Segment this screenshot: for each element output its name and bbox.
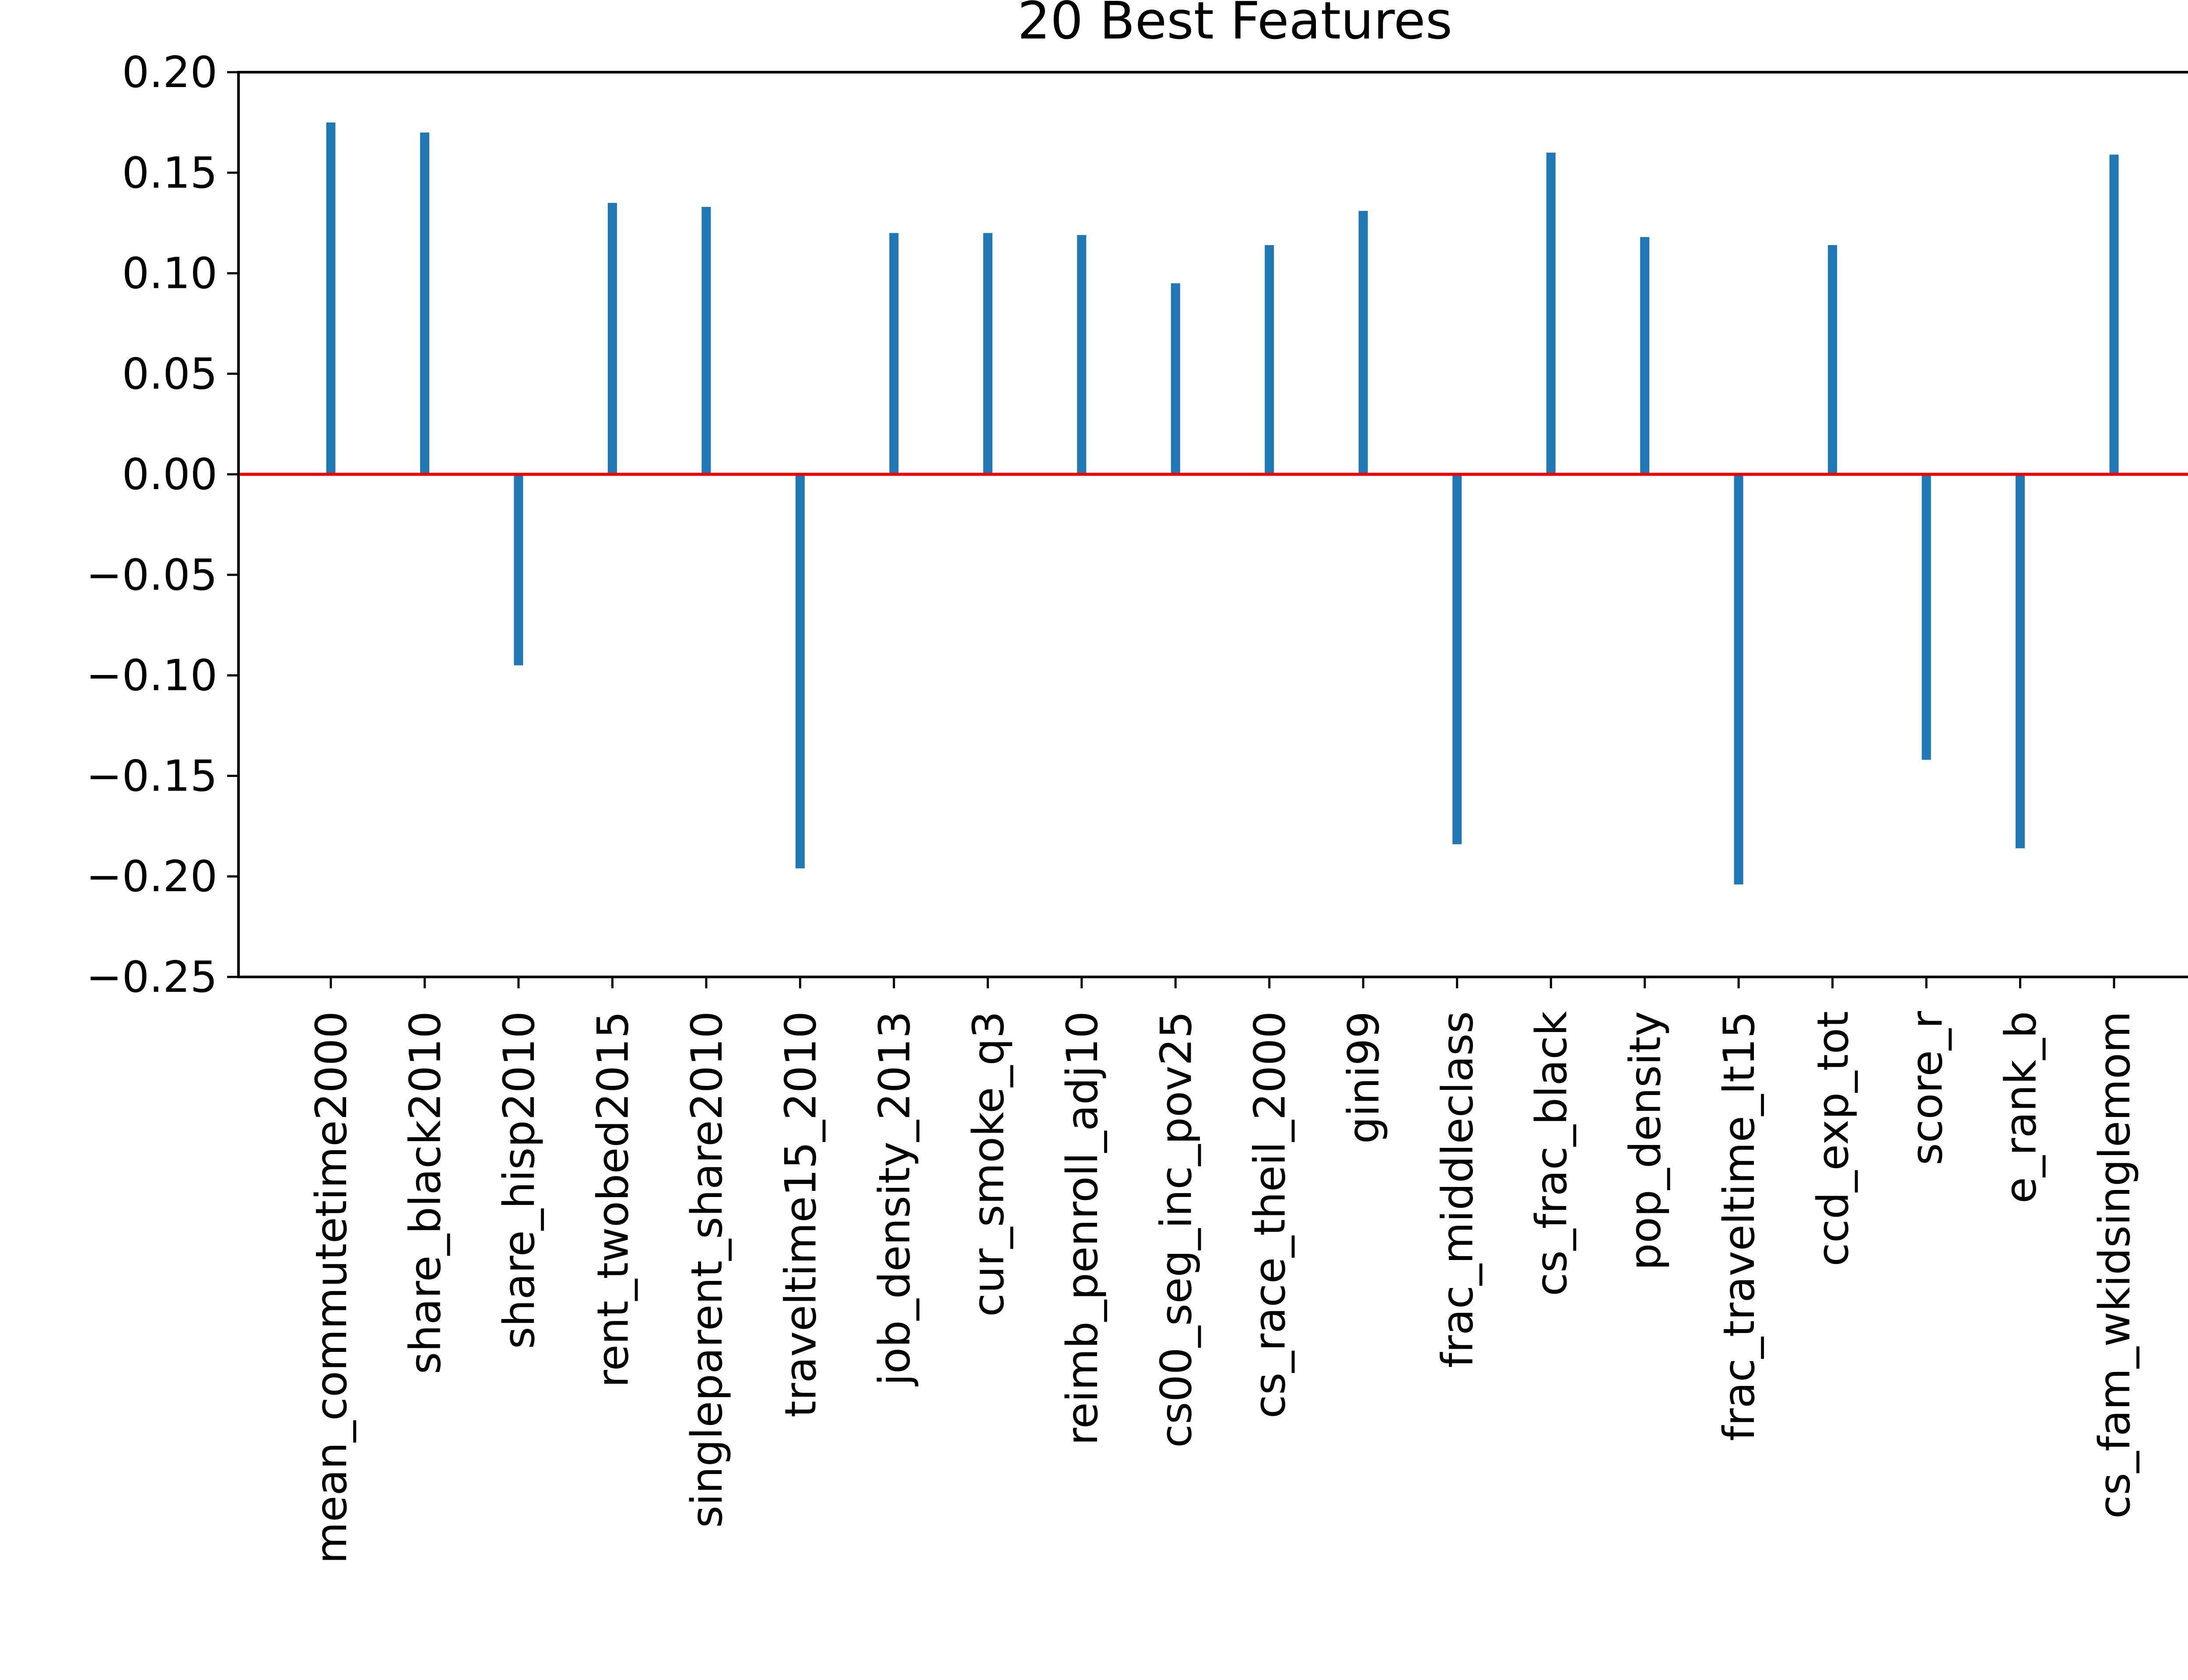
y-tick-label: 0.05 <box>122 349 217 399</box>
bar-pop-density <box>1640 237 1650 475</box>
bar-cs-frac-black <box>1546 152 1556 475</box>
y-axis: 0.20 0.15 0.10 0.05 0.00 −0.05 −0.10 −0.15 −0.20… <box>86 48 238 1002</box>
y-tick-label: −0.25 <box>86 952 217 1002</box>
bar-mean-commutetime2000 <box>326 122 336 475</box>
y-tick-label: 0.15 <box>122 148 217 198</box>
bar-traveltime15-2010 <box>795 474 805 868</box>
x-tick-label: cs_race_theil_2000 <box>1245 1011 1295 1418</box>
x-tick-label: score_r <box>1902 1011 1952 1165</box>
bar-share-hisp2010 <box>514 474 523 665</box>
x-tick-label: reimb_penroll_adj10 <box>1058 1011 1108 1446</box>
x-tick-label: cs_frac_black <box>1527 1011 1577 1296</box>
x-tick-label: frac_middleclass <box>1433 1011 1483 1368</box>
x-tick-label: job_density_2013 <box>870 1011 920 1386</box>
x-tick-label: gini99 <box>1339 1011 1389 1144</box>
y-tick-label: 0.20 <box>122 48 217 98</box>
x-tick-label: traveltime15_2010 <box>776 1011 826 1418</box>
x-tick-label: ccd_exp_tot <box>1809 1011 1858 1267</box>
bar-singleparent-share2010 <box>701 206 711 475</box>
y-tick-label: 0.10 <box>122 249 217 299</box>
bar-ccd-exp-tot <box>1828 245 1837 475</box>
bar-job-density-2013 <box>889 233 899 475</box>
bar-cur-smoke-q3 <box>983 233 992 475</box>
x-tick-label: share_hisp2010 <box>494 1011 544 1349</box>
y-tick-label: 0.00 <box>122 450 217 500</box>
bar-cs-race-theil-2000 <box>1265 245 1274 475</box>
x-tick-label: rent_twobed2015 <box>588 1011 638 1388</box>
chart-title: 20 Best Features <box>1017 0 1452 51</box>
bar-cs00-seg-inc-pov25 <box>1171 283 1180 475</box>
bar-score-r <box>1922 474 1931 760</box>
y-tick-label: −0.05 <box>86 550 217 600</box>
x-tick-label: e_rank_b <box>1996 1011 2046 1204</box>
bar-frac-traveltime-lt15 <box>1734 474 1743 885</box>
x-tick-label: frac_traveltime_lt15 <box>1715 1011 1764 1441</box>
bars-layer <box>326 122 2119 885</box>
x-axis: mean_commutetime2000 share_black2010 share… <box>307 977 2140 1564</box>
x-tick-label: cs_fam_wkidsinglemom <box>2090 1011 2140 1519</box>
bar-share-black2010 <box>420 132 429 475</box>
x-tick-label: share_black2010 <box>401 1011 451 1374</box>
bar-frac-middleclass <box>1452 474 1462 844</box>
y-tick-label: −0.10 <box>86 651 217 701</box>
y-tick-label: −0.15 <box>86 751 217 801</box>
x-tick-label: pop_density <box>1621 1011 1671 1270</box>
bar-rent-twobed2015 <box>607 203 617 475</box>
x-tick-label: mean_commutetime2000 <box>307 1011 357 1564</box>
x-tick-label: singleparent_share2010 <box>682 1011 732 1528</box>
bar-e-rank-b <box>2016 474 2025 848</box>
y-tick-label: −0.20 <box>86 852 217 902</box>
plot-frame <box>237 71 2188 978</box>
bar-gini99 <box>1358 211 1368 475</box>
bar-reimb-penroll-adj10 <box>1077 235 1087 475</box>
bar-cs-fam-wkidsinglemom <box>2109 154 2119 475</box>
x-tick-label: cs00_seg_inc_pov25 <box>1151 1011 1201 1448</box>
x-tick-label: cur_smoke_q3 <box>964 1011 1013 1317</box>
